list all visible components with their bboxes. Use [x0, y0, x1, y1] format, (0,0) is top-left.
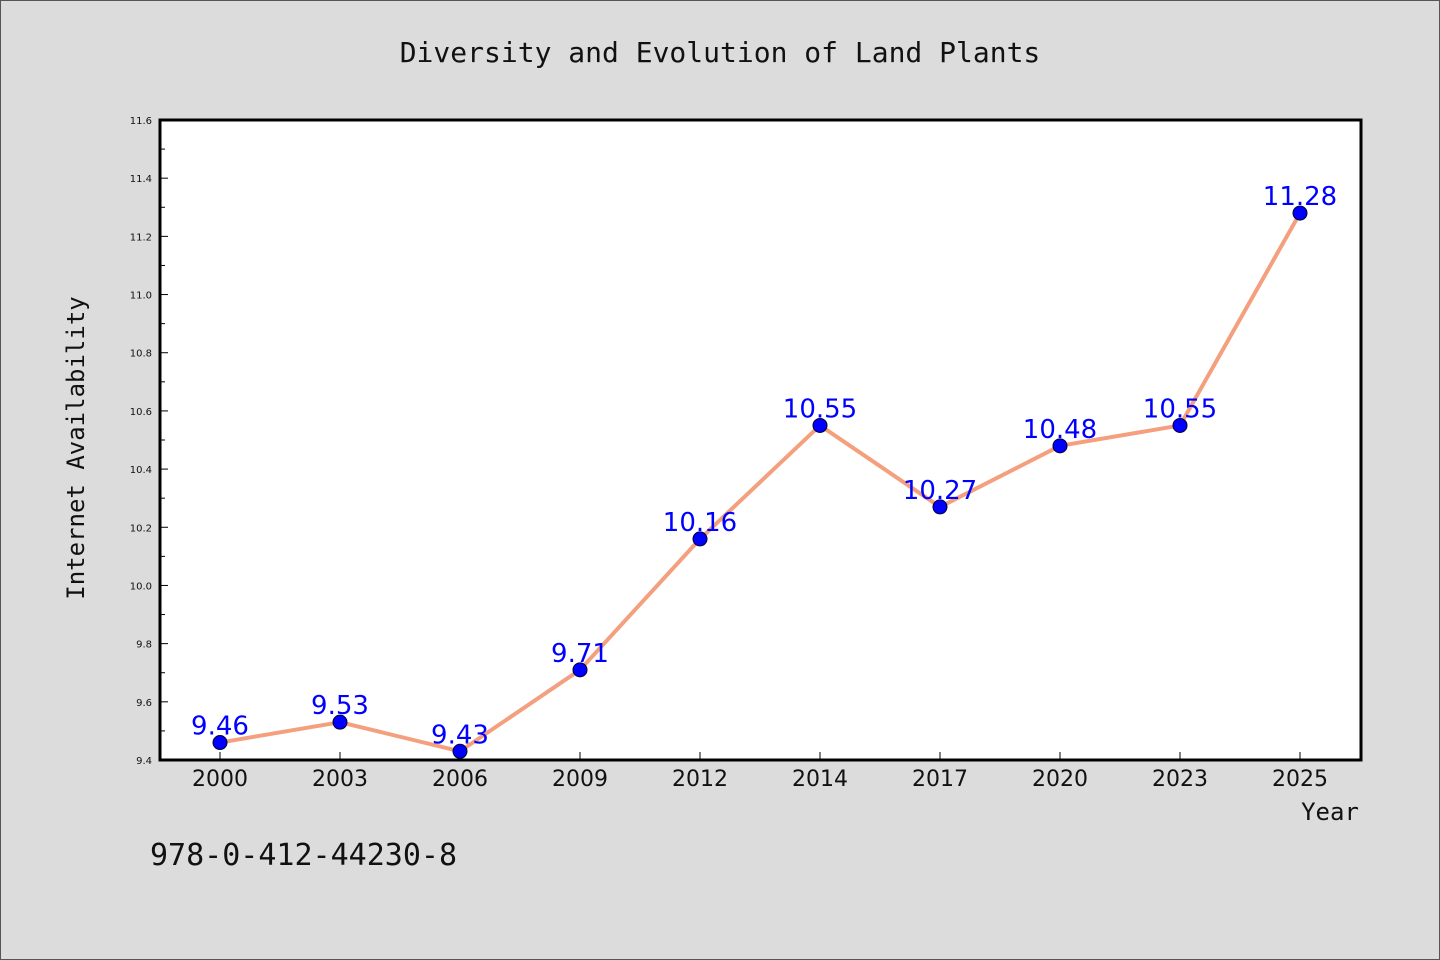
series-layer: 9.46 9.53 9.43 9.71 10.16 10.55 10.27 10.48 10.5… [191, 182, 1337, 759]
data-point [1052, 438, 1068, 454]
isbn-annotation: 978-0-412-44230-8 [150, 838, 457, 873]
data-label: 10.16 [663, 508, 737, 538]
x-axis-label: Year [1301, 798, 1359, 826]
y-tick-label: 10.2 [130, 523, 152, 534]
data-point [812, 417, 828, 433]
data-point [452, 743, 468, 759]
y-tick-label: 10.8 [130, 349, 152, 360]
data-label: 11.28 [1263, 182, 1337, 212]
y-axis-label: Internet Availability [62, 296, 90, 599]
data-point [692, 531, 708, 547]
x-axis: 2000 2003 2006 2009 2012 2014 2017 2020 2023 2025 [192, 752, 1328, 792]
x-tick-label: 2009 [552, 767, 608, 792]
data-label: 10.55 [1143, 394, 1217, 424]
y-tick-label: 11.2 [130, 232, 152, 243]
x-tick-label: 2025 [1272, 767, 1328, 792]
y-tick-label: 11.4 [130, 174, 152, 185]
x-tick-label: 2017 [912, 767, 968, 792]
data-point [332, 714, 348, 730]
x-tick-label: 2014 [792, 767, 848, 792]
series-line [218, 211, 1302, 754]
data-point [572, 662, 588, 678]
data-label: 9.46 [191, 712, 249, 742]
y-tick-label: 10.0 [130, 581, 152, 592]
x-tick-label: 2000 [192, 767, 248, 792]
x-tick-label: 2020 [1032, 767, 1088, 792]
x-tick-label: 2023 [1152, 767, 1208, 792]
y-tick-label: 9.6 [136, 698, 152, 709]
data-label: 10.27 [903, 476, 977, 506]
data-label: 9.53 [311, 691, 369, 721]
data-label: 10.55 [783, 394, 857, 424]
y-tick-label: 11.0 [130, 291, 152, 302]
x-tick-label: 2012 [672, 767, 728, 792]
data-label: 10.48 [1023, 415, 1097, 445]
chart-title: Diversity and Evolution of Land Plants [400, 36, 1041, 69]
y-axis: 9.4 9.6 9.8 10.0 10.2 10.4 10.6 10.8 11.0 11.2 11.… [130, 116, 168, 767]
y-tick-label: 10.4 [130, 465, 152, 476]
y-tick-label: 9.4 [136, 756, 152, 767]
x-tick-label: 2003 [312, 767, 368, 792]
x-tick-label: 2006 [432, 767, 488, 792]
y-tick-label: 10.6 [130, 407, 152, 418]
data-point [1172, 417, 1188, 433]
data-point [212, 735, 228, 751]
data-point [932, 499, 948, 515]
plot-area [160, 120, 1361, 760]
y-tick-label: 11.6 [130, 116, 152, 127]
data-point [1292, 205, 1308, 221]
plot-frame [158, 118, 1363, 762]
data-label: 9.43 [431, 720, 489, 750]
y-tick-label: 9.8 [136, 640, 152, 651]
data-label: 9.71 [551, 639, 609, 669]
